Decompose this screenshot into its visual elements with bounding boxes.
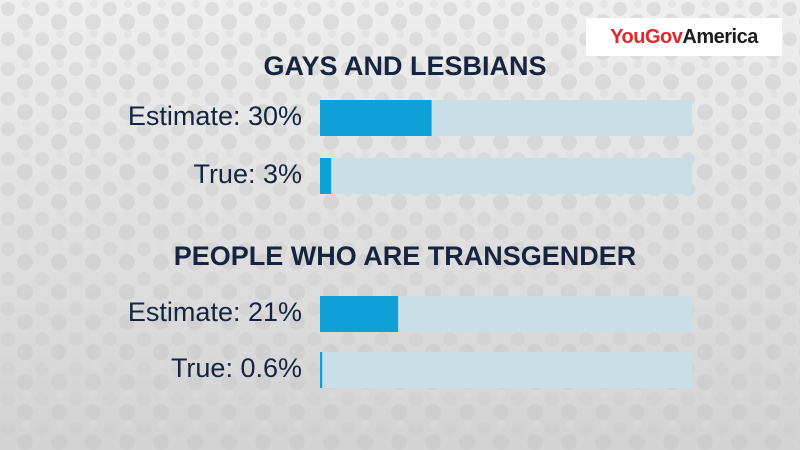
bar: [320, 352, 323, 388]
logo-brand: YouGov: [610, 26, 684, 48]
row-label: Estimate: 21%: [128, 297, 302, 327]
logo-region: America: [682, 26, 759, 48]
row-label: True: 0.6%: [171, 353, 302, 383]
bar-track: [320, 158, 692, 194]
logo: YouGovAmerica: [610, 26, 759, 48]
logo-box: [586, 18, 782, 56]
bar: [320, 158, 332, 194]
row-label: Estimate: 30%: [128, 101, 302, 131]
section-title: GAYS AND LESBIANS: [263, 51, 546, 81]
row-label: True: 3%: [193, 159, 302, 189]
bar: [320, 100, 432, 136]
section-title: PEOPLE WHO ARE TRANSGENDER: [174, 241, 637, 271]
bar-track: [320, 352, 692, 388]
bar: [320, 296, 399, 332]
